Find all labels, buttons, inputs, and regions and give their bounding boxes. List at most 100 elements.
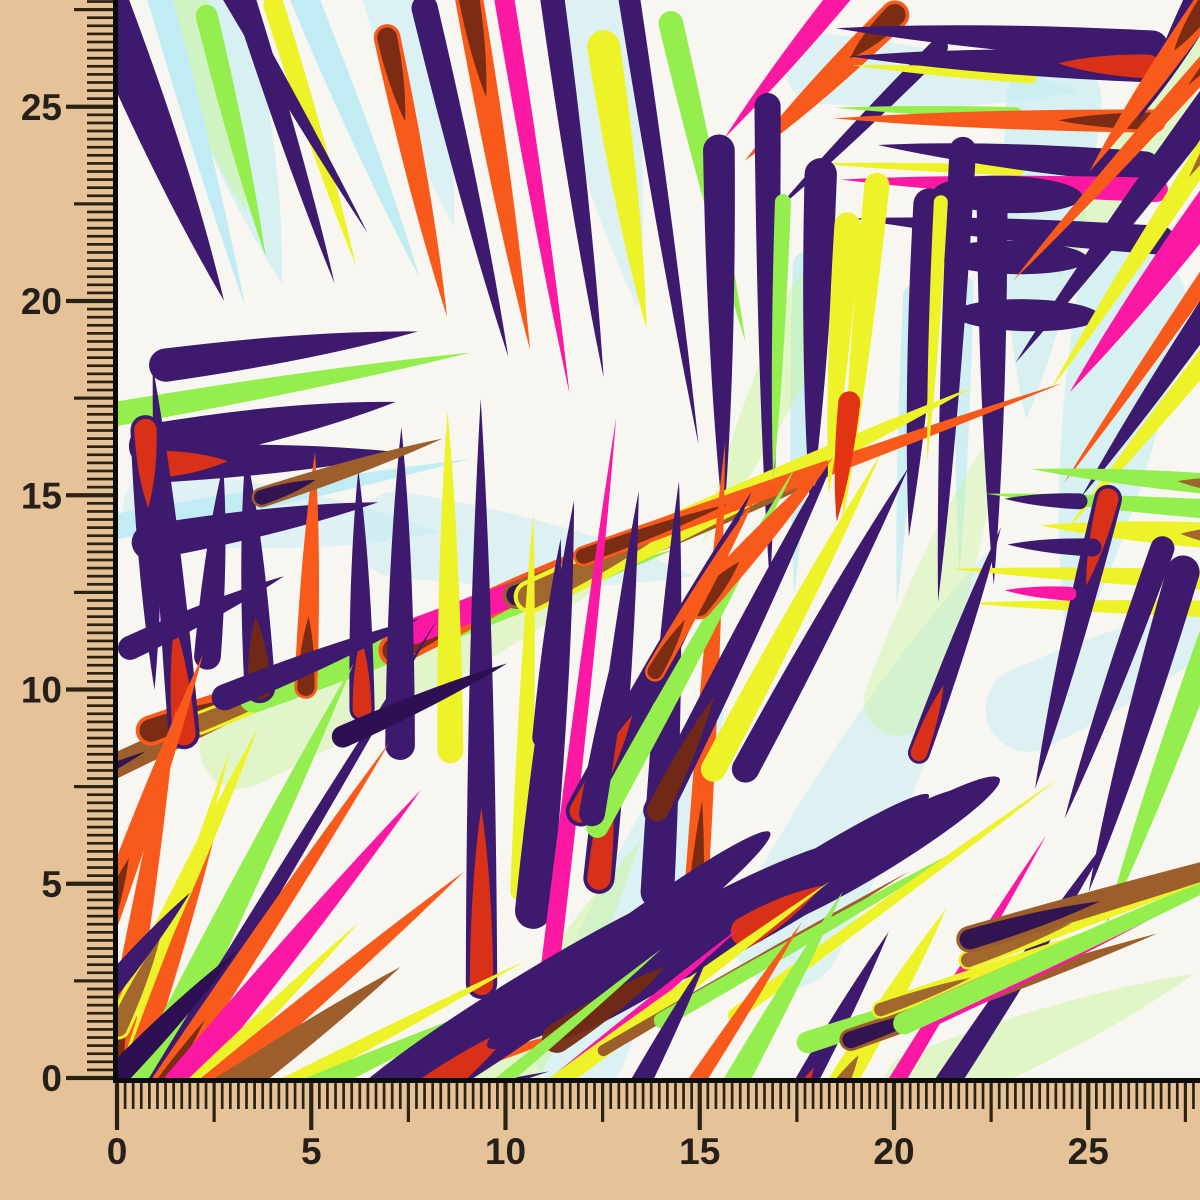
ruler-tick <box>916 1083 920 1109</box>
ruler-tick <box>269 1083 273 1109</box>
brush-stroke <box>1065 349 1200 531</box>
ruler-tick <box>87 194 113 198</box>
ruler-tick <box>87 623 113 627</box>
ruler-tick <box>738 1083 742 1109</box>
ruler-tick <box>156 1083 159 1109</box>
ruler-tick <box>876 1083 880 1109</box>
ruler-tick <box>382 1083 386 1109</box>
brush-stroke <box>724 891 843 1078</box>
ruler-tick <box>884 1083 888 1109</box>
ruler-tick <box>87 963 113 967</box>
stroke-group-center-right-verticals <box>703 93 1008 602</box>
ruler-tick <box>657 1083 661 1109</box>
brush-stroke <box>703 134 735 525</box>
ruler-tick <box>1030 1083 1033 1109</box>
ruler-tick <box>87 671 113 675</box>
brush-stroke <box>290 0 420 279</box>
ruler-tick <box>1103 1083 1106 1109</box>
brush-stroke-tip <box>1187 67 1200 86</box>
brush-stroke <box>1063 271 1200 484</box>
brush-stroke <box>282 960 525 1078</box>
ruler-tick <box>87 267 113 270</box>
ruler-tick <box>87 186 113 190</box>
ruler-tick <box>528 1083 532 1109</box>
ruler-tick <box>87 210 113 214</box>
brush-stroke <box>437 411 464 764</box>
brush-stroke <box>152 366 200 750</box>
ruler-tick <box>87 40 113 44</box>
ruler-tick <box>148 1083 151 1109</box>
ruler-tick <box>87 607 113 610</box>
ruler-tick <box>87 858 113 861</box>
brush-stroke-tip <box>377 27 406 122</box>
ruler-tick <box>87 971 113 975</box>
ruler-tick <box>374 1083 378 1109</box>
ruler-tick <box>87 874 113 878</box>
ruler-tick <box>1005 1083 1009 1109</box>
ruler-tick <box>87 307 113 311</box>
ruler-tick <box>1183 1083 1187 1122</box>
brush-stroke <box>540 0 604 378</box>
brush-stroke-tip <box>874 977 971 1017</box>
brush-stroke <box>1035 484 1122 789</box>
accent-stroke <box>579 586 632 827</box>
accent-stroke <box>211 618 420 711</box>
ruler-tick <box>212 1083 216 1122</box>
brush-stroke <box>164 789 421 1078</box>
brush-stroke-tip <box>1086 488 1119 586</box>
brush-stroke <box>149 331 418 382</box>
ruler-tick <box>593 1083 596 1109</box>
ruler-tick <box>763 1083 766 1109</box>
ruler-tick <box>1143 1083 1147 1109</box>
brush-stroke-tip <box>804 1067 814 1078</box>
ruler-tick <box>682 1083 685 1109</box>
ruler-tick <box>398 1083 402 1109</box>
ruler-tick <box>1111 1083 1114 1109</box>
ruler-tick <box>87 315 113 319</box>
ruler-tick <box>431 1083 435 1109</box>
ruler-tick <box>1094 1083 1098 1109</box>
ruler-tick <box>87 445 113 449</box>
ruler-tick <box>87 380 113 384</box>
ruler-tick <box>87 582 113 586</box>
ruler-tick <box>87 631 113 635</box>
ruler-tick <box>87 793 113 797</box>
brush-stroke <box>495 948 662 1078</box>
ruler-tick <box>423 1083 426 1109</box>
ruler-tick <box>835 1083 839 1109</box>
ruler-tick <box>87 777 113 780</box>
ruler-tick <box>674 1083 677 1109</box>
ruler-tick <box>87 113 113 117</box>
ruler-tick <box>131 1083 135 1109</box>
ruler-tick <box>87 469 113 473</box>
ruler-tick <box>87 947 113 950</box>
ruler-tick <box>900 1083 904 1109</box>
stroke-group-top-right-horizontals <box>833 25 1175 255</box>
ruler-tick <box>87 760 113 764</box>
brush-stroke <box>803 158 837 512</box>
ruler-tick <box>114 1083 120 1130</box>
ruler-tick <box>406 1083 410 1122</box>
ruler-tick <box>74 979 113 983</box>
brush-stroke <box>373 24 448 317</box>
brush-stroke-tip <box>647 619 685 680</box>
ruler-tick <box>74 202 113 206</box>
accent-stroke <box>118 892 191 995</box>
ruler-tick <box>1022 1083 1025 1109</box>
ruler-tick <box>87 242 113 246</box>
ruler-tick <box>87 663 113 667</box>
ruler-tick <box>87 477 113 481</box>
ruler-tick <box>309 1083 314 1130</box>
ruler-tick <box>87 24 113 28</box>
ruler-tick <box>87 518 113 521</box>
brush-stroke <box>216 966 401 1078</box>
ruler-tick <box>74 785 113 789</box>
ruler-tick <box>87 680 113 683</box>
ruler-tick <box>87 485 113 489</box>
bottom-ruler-label: 5 <box>301 1131 322 1172</box>
ruler-tick <box>87 251 113 254</box>
brush-stroke <box>1012 56 1200 282</box>
ruler-tick <box>87 356 113 360</box>
ruler-tick <box>641 1083 645 1109</box>
